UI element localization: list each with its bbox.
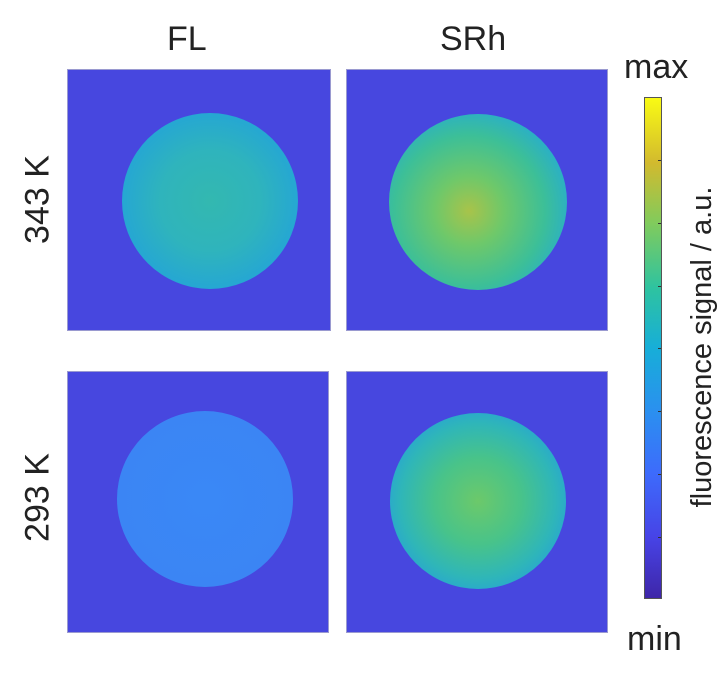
column-label-fl: FL <box>167 20 207 58</box>
sample-disk <box>122 113 298 289</box>
colorbar <box>644 97 662 599</box>
column-label-srh: SRh <box>440 20 507 58</box>
image-srh-293k <box>346 371 608 633</box>
colorbar-max-label: max <box>624 48 689 86</box>
sample-disk <box>390 413 566 589</box>
image-srh-343k <box>346 69 608 331</box>
row-label-343k: 343 K <box>18 155 57 244</box>
row-label-293k: 293 K <box>18 453 57 542</box>
image-fl-293k <box>67 371 329 633</box>
colorbar-label: fluorescence signal / a.u. <box>686 186 718 508</box>
sample-disk <box>117 411 293 587</box>
image-fl-343k <box>67 69 331 331</box>
sample-disk <box>389 114 567 290</box>
colorbar-min-label: min <box>627 620 682 658</box>
